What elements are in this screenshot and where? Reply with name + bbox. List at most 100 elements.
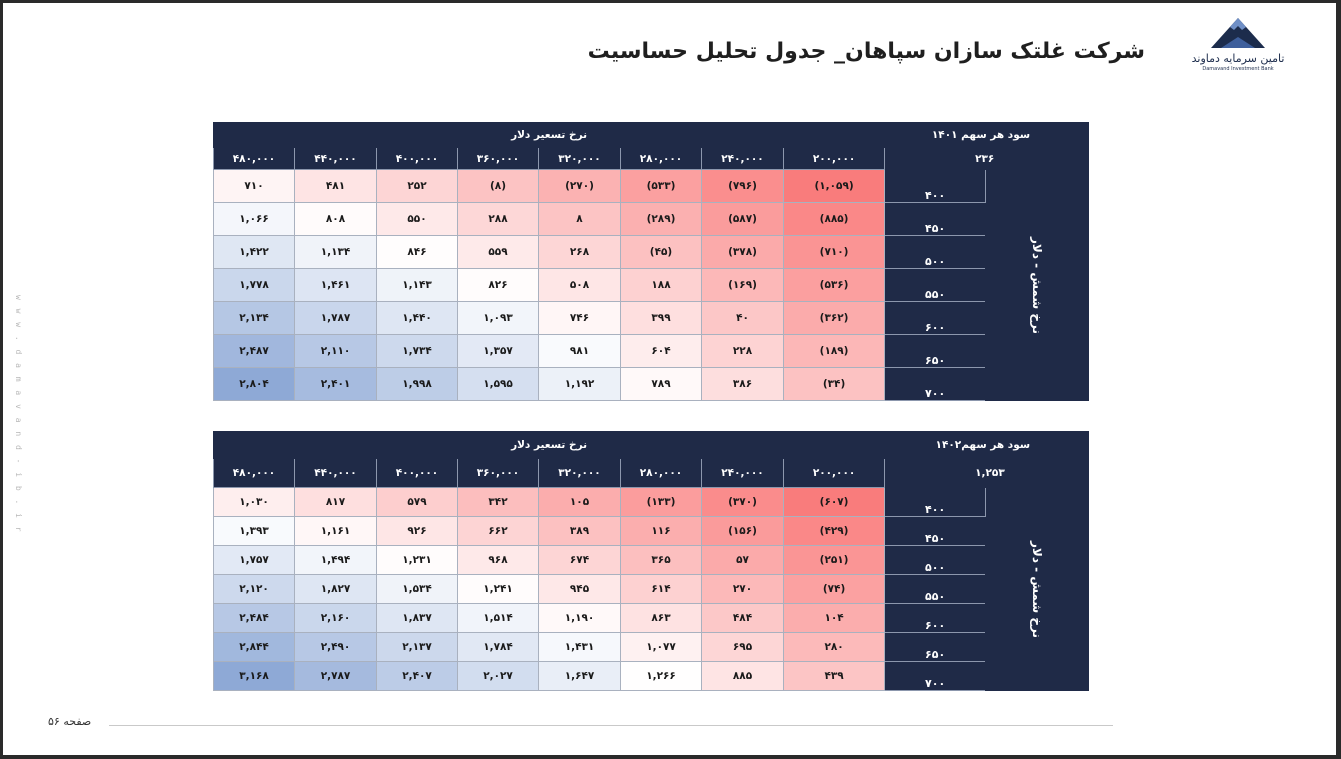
row-header: ۵۵۰	[884, 574, 987, 604]
value-cell: (۱۵۶)	[701, 516, 784, 546]
row-header: ۶۰۰	[884, 603, 987, 633]
row-axis-title: نرخ شمش - دلار	[1030, 540, 1045, 638]
value-cell: ۱,۴۳۱	[538, 632, 621, 662]
value-cell: (۵۳۳)	[620, 169, 702, 203]
value-cell: ۹۲۶	[376, 516, 458, 546]
value-cell: ۹۶۸	[457, 545, 539, 575]
value-cell: ۲,۴۰۱	[294, 367, 377, 401]
value-cell: ۱,۱۶۱	[294, 516, 377, 546]
value-cell: ۳۸۶	[701, 367, 784, 401]
base-eps-value: ۲۳۶	[884, 147, 1090, 170]
row-header: ۷۰۰	[884, 661, 987, 691]
value-cell: ۵۵۰	[376, 202, 458, 236]
value-cell: (۱۸۹)	[782, 334, 886, 368]
col-header: ۲۸۰,۰۰۰	[620, 147, 702, 170]
value-cell: ۳۴۲	[457, 487, 539, 517]
row-header: ۵۵۰	[884, 268, 987, 302]
value-cell: ۷۱۰	[213, 169, 295, 203]
mountain-logo-icon	[1211, 18, 1265, 48]
row-header: ۴۰۰	[884, 487, 987, 517]
value-cell: ۱,۰۹۳	[457, 301, 539, 335]
value-cell: (۶۰۷)	[782, 487, 886, 517]
value-cell: ۴۸۱	[294, 169, 377, 203]
value-cell: ۸	[538, 202, 621, 236]
value-cell: ۱,۴۴۰	[376, 301, 458, 335]
col-header: ۴۸۰,۰۰۰	[213, 147, 295, 170]
value-cell: ۱,۵۱۴	[457, 603, 539, 633]
value-cell: ۸۶۳	[620, 603, 702, 633]
table-row: ۲,۸۴۴ ۲,۴۹۰ ۲,۱۳۷ ۱,۷۸۴ ۱,۴۳۱ ۱,۰۷۷ ۶۹۵ ۲۸۰ ۶۵۰	[213, 632, 1089, 662]
table-row: ۱,۰۳۰ ۸۱۷ ۵۷۹ ۳۴۲ ۱۰۵ (۱۳۳) (۳۷۰) (۶۰۷) ۴۰۰ نرخ ش…	[213, 487, 1090, 691]
value-cell: ۱,۷۳۴	[376, 334, 458, 368]
value-cell: ۱,۴۹۴	[294, 545, 377, 575]
table-row: ۲,۴۸۴ ۲,۱۶۰ ۱,۸۳۷ ۱,۵۱۴ ۱,۱۹۰ ۸۶۳ ۴۸۴ ۱۰۴ ۶۰۰	[213, 603, 1089, 633]
value-cell: ۱,۳۵۷	[457, 334, 539, 368]
value-cell: ۱۸۸	[620, 268, 702, 302]
value-cell: ۲,۴۹۰	[294, 632, 377, 662]
logo-name-fa: تامین سرمایه دماوند	[1191, 52, 1285, 65]
row-header: ۴۵۰	[884, 202, 987, 236]
row-header: ۵۰۰	[884, 235, 987, 269]
value-cell: ۱,۱۳۴	[294, 235, 377, 269]
side-url: w w w . d a m a v a n d - i b . i r	[14, 295, 23, 534]
value-cell: ۱,۹۹۸	[376, 367, 458, 401]
value-cell: ۱,۶۴۷	[538, 661, 621, 691]
value-cell: ۱۱۶	[620, 516, 702, 546]
value-cell: (۷۱۰)	[782, 235, 886, 269]
value-cell: ۲,۱۶۰	[294, 603, 377, 633]
value-cell: ۱,۰۷۷	[620, 632, 702, 662]
value-cell: (۳۷۰)	[701, 487, 784, 517]
value-cell: (۱۶۹)	[701, 268, 784, 302]
value-cell: ۱۰۴	[782, 603, 886, 633]
table-body: ۱,۰۳۰ ۸۱۷ ۵۷۹ ۳۴۲ ۱۰۵ (۱۳۳) (۳۷۰) (۶۰۷) ۴۰۰ نرخ ش…	[213, 487, 1090, 691]
value-cell: (۵۳۶)	[782, 268, 886, 302]
value-cell: ۱,۱۴۳	[376, 268, 458, 302]
value-cell: ۱۰۵	[538, 487, 621, 517]
value-cell: ۵۷	[701, 545, 784, 575]
value-cell: (۳۶۲)	[782, 301, 886, 335]
col-header: ۲۰۰,۰۰۰	[782, 458, 886, 488]
value-cell: ۱,۲۶۶	[620, 661, 702, 691]
value-cell: ۲,۱۱۰	[294, 334, 377, 368]
footer-divider	[109, 725, 1113, 726]
base-eps-value: ۱,۲۵۳	[884, 458, 1090, 488]
value-cell: ۱,۸۲۷	[294, 574, 377, 604]
value-cell: (۴۵)	[620, 235, 702, 269]
value-cell: ۶۶۲	[457, 516, 539, 546]
table-row: ۱,۷۷۸ ۱,۴۶۱ ۱,۱۴۳ ۸۲۶ ۵۰۸ ۱۸۸ (۱۶۹) (۵۳۶) ۵۵۰	[213, 268, 1089, 302]
value-cell: ۱,۴۶۱	[294, 268, 377, 302]
value-cell: ۲,۰۲۷	[457, 661, 539, 691]
value-cell: ۸۱۷	[294, 487, 377, 517]
value-cell: (۱۳۳)	[620, 487, 702, 517]
value-cell: ۴۰	[701, 301, 784, 335]
value-cell: (۲۸۹)	[620, 202, 702, 236]
value-cell: ۱,۱۹۰	[538, 603, 621, 633]
row-header: ۵۰۰	[884, 545, 987, 575]
page-title: شرکت غلتک سازان سپاهان_ جدول تحلیل حساسی…	[587, 39, 1145, 64]
value-cell: ۲,۸۰۴	[213, 367, 295, 401]
value-cell: ۵۷۹	[376, 487, 458, 517]
value-cell: ۲,۱۳۷	[376, 632, 458, 662]
value-cell: ۶۱۴	[620, 574, 702, 604]
col-header: ۴۰۰,۰۰۰	[376, 458, 458, 488]
row-header: ۴۵۰	[884, 516, 987, 546]
value-cell: ۲,۱۲۰	[213, 574, 295, 604]
value-cell: ۱,۷۷۸	[213, 268, 295, 302]
value-cell: (۸)	[457, 169, 539, 203]
table-row: ۱,۴۲۲ ۱,۱۳۴ ۸۴۶ ۵۵۹ ۲۶۸ (۴۵) (۳۷۸) (۷۱۰) ۵۰۰	[213, 235, 1089, 269]
col-header: ۳۶۰,۰۰۰	[457, 458, 539, 488]
sensitivity-table-1401: نرخ تسعیر دلار سود هر سهم ۱۴۰۱ ۴۸۰,۰۰۰ ۴…	[212, 122, 1090, 401]
value-cell: ۴۳۹	[782, 661, 886, 691]
value-cell: ۵۵۹	[457, 235, 539, 269]
value-cell: (۴۲۹)	[782, 516, 886, 546]
value-cell: ۵۰۸	[538, 268, 621, 302]
value-cell: ۲,۴۸۷	[213, 334, 295, 368]
row-header: ۶۵۰	[884, 632, 987, 662]
table-row: ۱,۰۶۶ ۸۰۸ ۵۵۰ ۲۸۸ ۸ (۲۸۹) (۵۸۷) (۸۸۵) ۴۵۰	[213, 202, 1089, 236]
table-row: ۷۱۰ ۴۸۱ ۲۵۲ (۸) (۲۷۰) (۵۳۳) (۷۹۶) (۱,۰۵۹) ۴۰۰ نرخ…	[213, 169, 1090, 401]
value-cell: ۹۴۵	[538, 574, 621, 604]
value-cell: ۲۲۸	[701, 334, 784, 368]
value-cell: ۴۸۴	[701, 603, 784, 633]
table-row: ۱,۷۵۷ ۱,۴۹۴ ۱,۲۳۱ ۹۶۸ ۶۷۴ ۳۶۵ ۵۷ (۲۵۱) ۵۰۰	[213, 545, 1089, 575]
value-cell: ۱,۰۳۰	[213, 487, 295, 517]
